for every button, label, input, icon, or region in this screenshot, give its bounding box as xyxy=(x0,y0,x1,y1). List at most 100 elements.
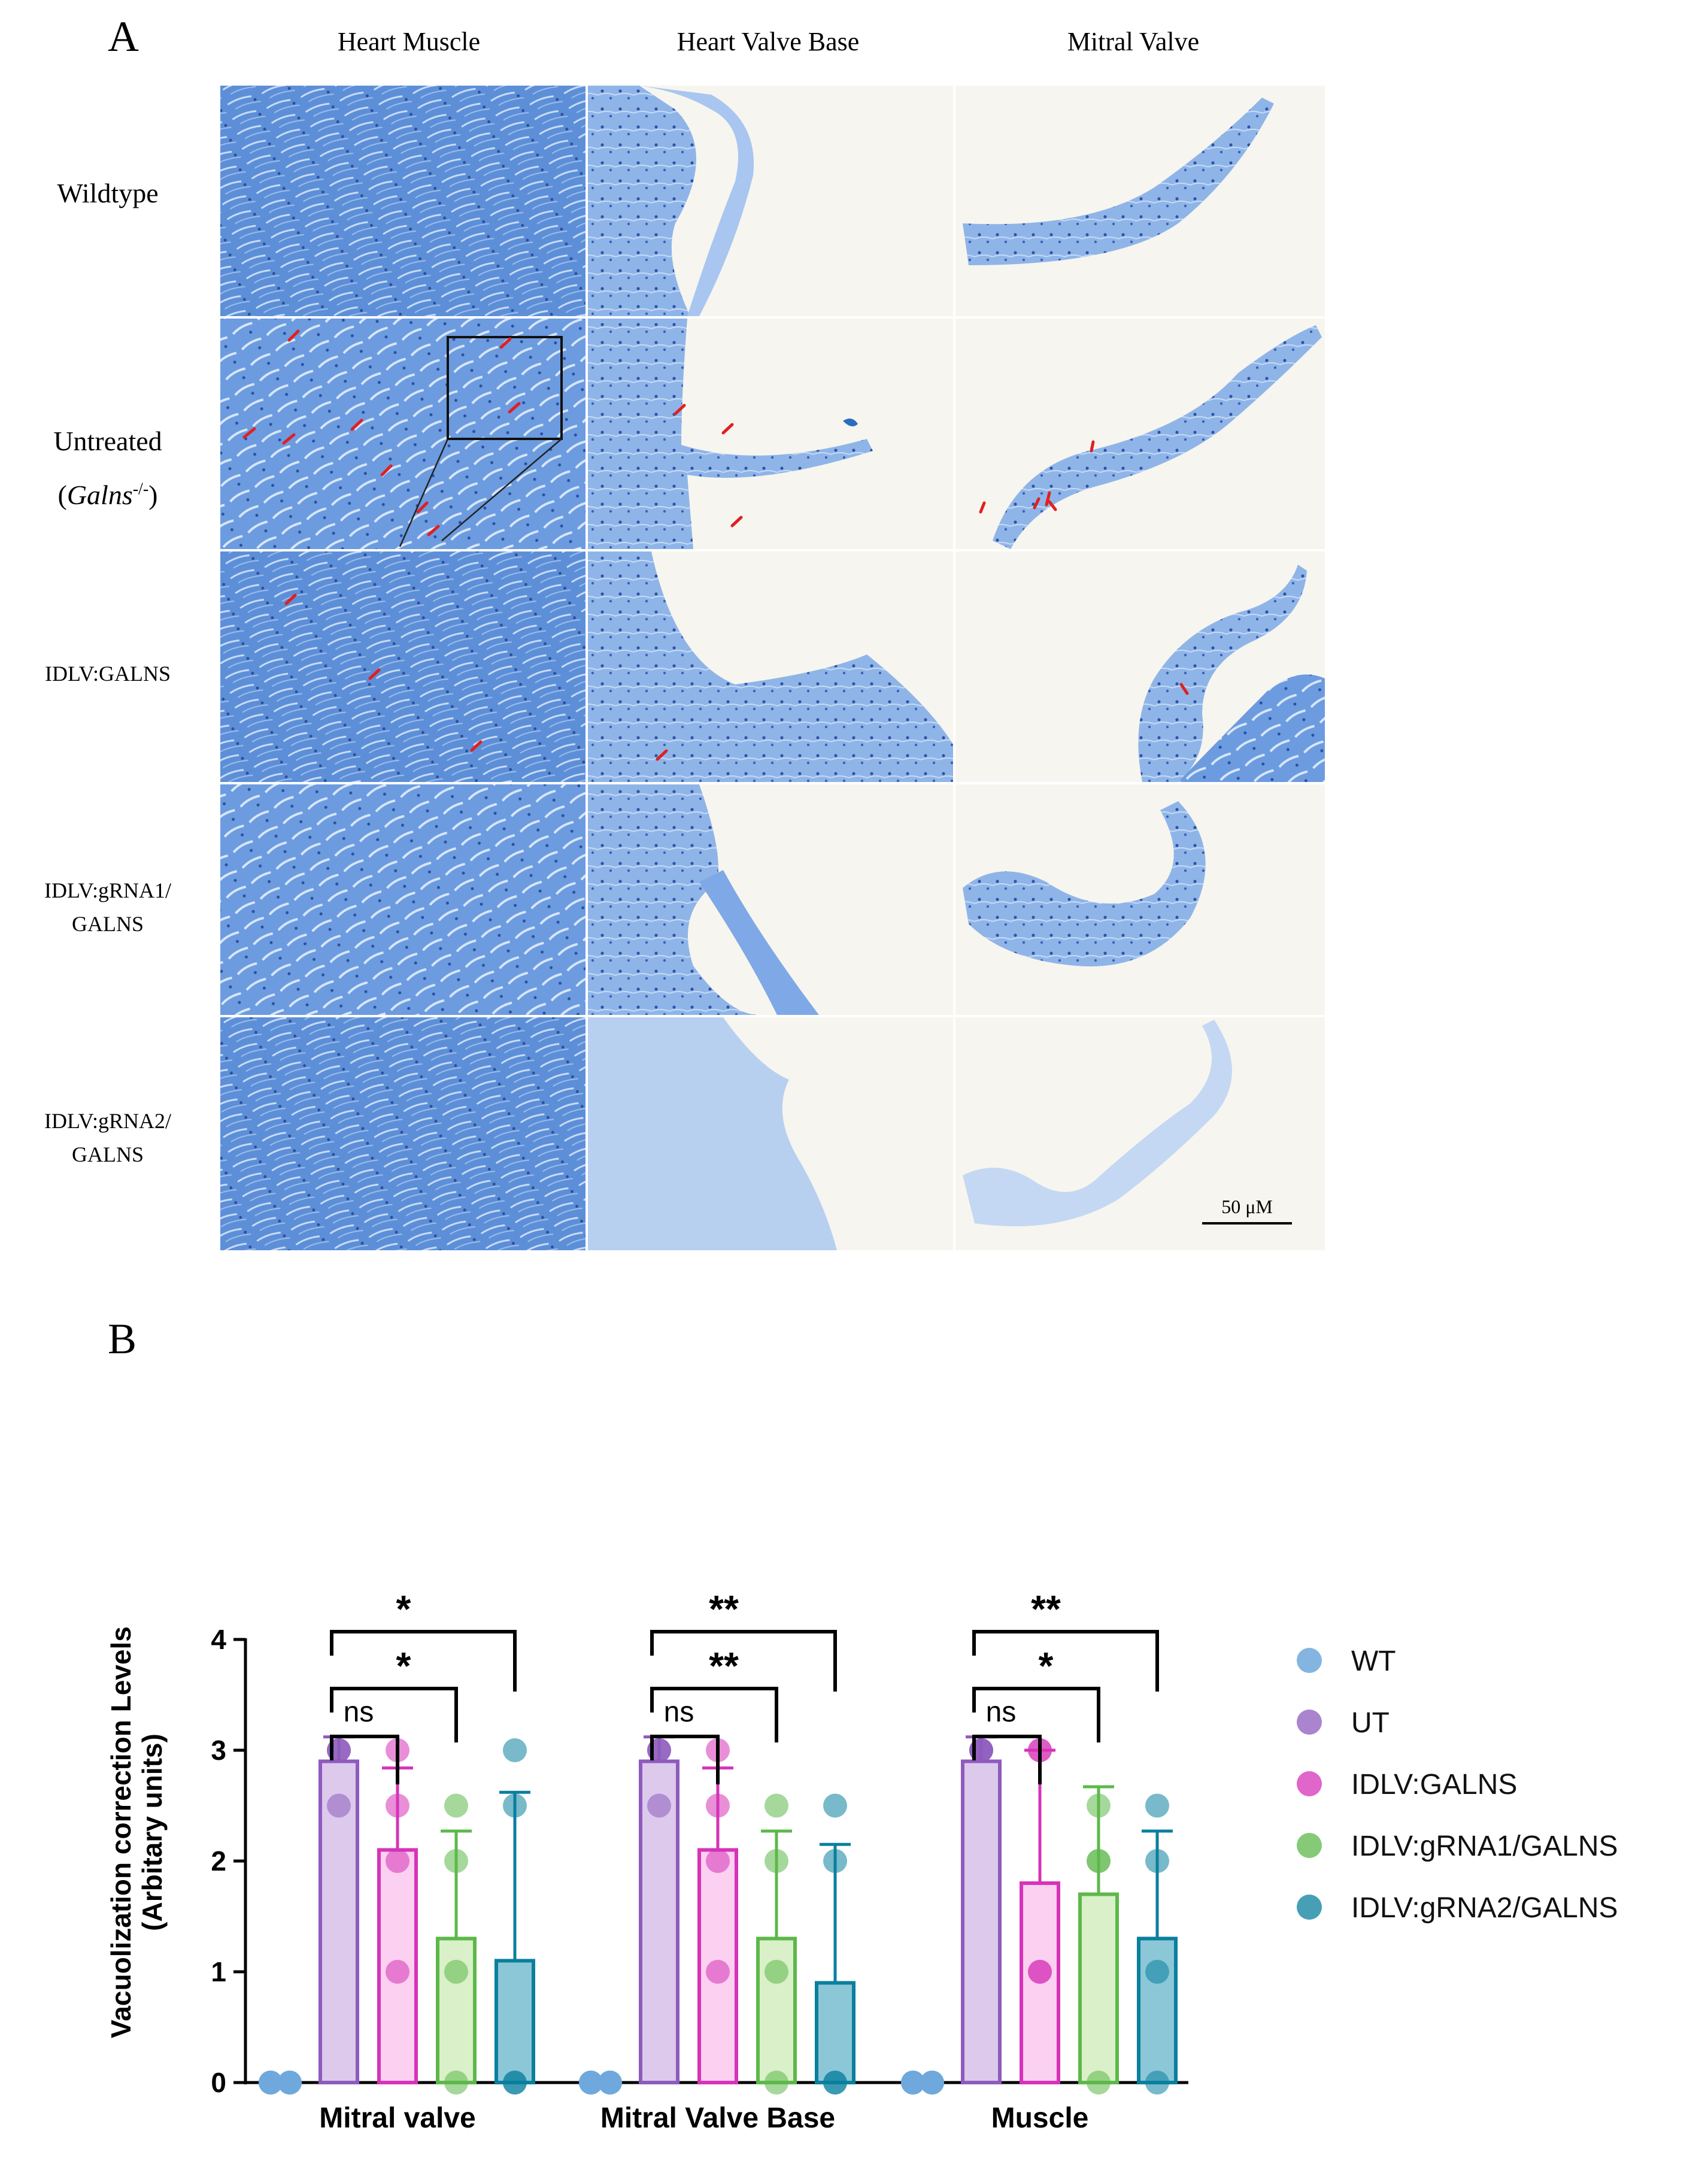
y-tick-label: 2 xyxy=(211,1845,226,1877)
legend-marker xyxy=(1297,1710,1322,1735)
row-label-untreated-genotype: (Galns-/-) xyxy=(57,480,158,510)
panel-a-label: A xyxy=(108,13,139,60)
legend-marker xyxy=(1297,1648,1322,1673)
data-point xyxy=(1087,1849,1111,1873)
data-point xyxy=(1028,1960,1052,1984)
y-axis-label-line-2: (Arbitary units) xyxy=(136,1733,168,1931)
row-label-wildtype: Wildtype xyxy=(57,178,159,208)
data-point xyxy=(503,2071,527,2095)
data-point xyxy=(1145,2071,1169,2095)
inset-box xyxy=(447,336,563,440)
column-title-heart-valve-base: Heart Valve Base xyxy=(676,27,860,56)
legend-marker xyxy=(1297,1895,1322,1920)
image-mitral-valve-untreated xyxy=(993,325,1322,549)
data-point xyxy=(259,2071,283,2095)
significance-label: ** xyxy=(1031,1587,1061,1630)
data-point xyxy=(386,1849,409,1873)
data-point xyxy=(823,1849,847,1873)
data-point xyxy=(901,2071,925,2095)
data-point xyxy=(706,1793,730,1818)
significance-label: ns xyxy=(986,1696,1017,1728)
data-point xyxy=(278,2071,302,2095)
image-valve-base-idlv-grna2 xyxy=(588,1017,837,1250)
column-title-heart-muscle: Heart Muscle xyxy=(337,27,481,56)
image-heart-muscle-wildtype xyxy=(220,86,585,316)
y-tick-label: 3 xyxy=(211,1735,226,1766)
x-category-label: Mitral Valve Base xyxy=(600,2102,835,2134)
significance-bracket xyxy=(972,1630,1159,1692)
legend-marker xyxy=(1297,1771,1322,1796)
significance-label: ** xyxy=(709,1644,739,1687)
legend-label: IDLV:gRNA2/GALNS xyxy=(1351,1892,1618,1924)
image-valve-base-idlv-galns xyxy=(588,551,953,782)
image-mitral-valve-idlv-grna2 xyxy=(963,1020,1232,1226)
bar xyxy=(1078,1892,1119,2084)
significance-label: ns xyxy=(344,1696,374,1728)
histology-image-grid: 50 μM xyxy=(220,86,1325,1250)
y-tick-label: 4 xyxy=(211,1624,226,1655)
row-label-idlv-galns: IDLV:GALNS xyxy=(44,662,171,686)
image-valve-base-untreated xyxy=(588,319,873,549)
data-point xyxy=(706,1960,730,1984)
significance-bracket xyxy=(330,1630,517,1692)
row-label-idlv-grna2-galns: IDLV:gRNA2/GALNS xyxy=(44,1109,171,1166)
data-point xyxy=(444,1960,468,1984)
data-point xyxy=(764,2071,788,2095)
significance-bracket xyxy=(650,1735,720,1784)
data-point xyxy=(764,1960,788,1984)
y-tick-label: 1 xyxy=(211,1956,226,1987)
image-mitral-valve-idlv-galns xyxy=(1138,565,1307,782)
bar xyxy=(494,1959,535,2084)
significance-bracket xyxy=(330,1735,399,1784)
legend-marker xyxy=(1297,1833,1322,1858)
data-point xyxy=(647,1793,671,1818)
data-point xyxy=(1087,1793,1111,1818)
legend-label: WT xyxy=(1351,1645,1396,1677)
y-tick-label: 0 xyxy=(211,2067,226,2098)
legend-label: UT xyxy=(1351,1707,1390,1739)
data-point xyxy=(579,2071,603,2095)
data-point xyxy=(1145,1960,1169,1984)
significance-bracket xyxy=(650,1687,778,1742)
data-point xyxy=(764,1793,788,1818)
significance-bracket xyxy=(650,1630,837,1692)
data-point xyxy=(503,1793,527,1818)
data-point xyxy=(1087,2071,1111,2095)
row-label-idlv-grna1-galns: IDLV:gRNA1/GALNS xyxy=(44,878,171,936)
image-heart-muscle-idlv-galns xyxy=(220,551,585,782)
significance-label: ns xyxy=(664,1696,694,1728)
panel-b-label: B xyxy=(108,1315,137,1363)
image-grid-dividers xyxy=(220,86,1325,1250)
bar xyxy=(377,1848,418,2084)
significance-bracket xyxy=(972,1735,1042,1784)
bar xyxy=(815,1981,855,2084)
legend-label: IDLV:gRNA1/GALNS xyxy=(1351,1830,1618,1862)
image-mitral-valve-idlv-grna1 xyxy=(963,801,1206,966)
image-valve-base-idlv-grna1 xyxy=(588,784,759,1015)
bar-chart: Vacuolization correction Levels (Arbitar… xyxy=(105,1587,1618,2134)
data-point xyxy=(1145,1849,1169,1873)
data-point xyxy=(327,1793,351,1818)
data-point xyxy=(444,1849,468,1873)
row-label-untreated: Untreated xyxy=(53,426,162,456)
y-axis-label: Vacuolization correction Levels (Arbitar… xyxy=(105,1626,168,2038)
data-point xyxy=(823,2071,847,2095)
data-point xyxy=(706,1849,730,1873)
data-point xyxy=(598,2071,622,2095)
y-axis-label-line-1: Vacuolization correction Levels xyxy=(105,1626,136,2038)
significance-bracket xyxy=(330,1687,458,1742)
data-point xyxy=(823,1793,847,1818)
significance-label: * xyxy=(396,1587,411,1630)
image-heart-muscle-idlv-grna1 xyxy=(220,784,585,1015)
data-point xyxy=(386,1960,409,1984)
image-heart-muscle-idlv-grna2 xyxy=(220,1017,585,1250)
x-category-label: Mitral valve xyxy=(319,2102,475,2134)
legend-label: IDLV:GALNS xyxy=(1351,1769,1517,1801)
data-point xyxy=(920,2071,944,2095)
vacuole-markers xyxy=(242,329,1189,761)
data-point xyxy=(503,1738,527,1762)
significance-bracket xyxy=(972,1687,1100,1742)
scale-bar-label: 50 μM xyxy=(1221,1196,1273,1217)
image-valve-base-wildtype xyxy=(588,86,696,316)
data-point xyxy=(1145,1793,1169,1818)
